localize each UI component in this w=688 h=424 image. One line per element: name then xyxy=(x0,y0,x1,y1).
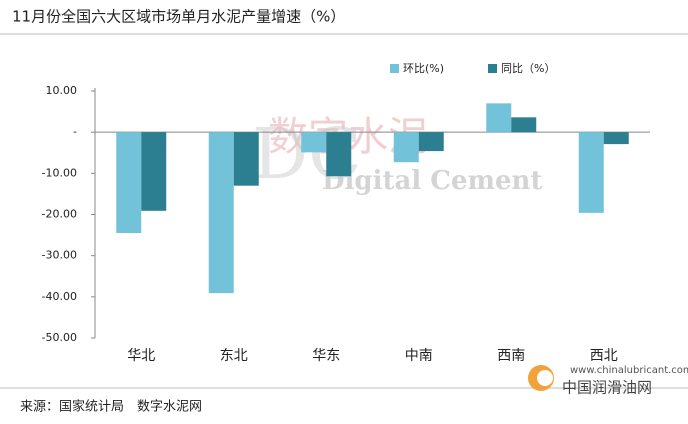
bar xyxy=(603,132,629,145)
x-tick-label: 西南 xyxy=(497,348,525,364)
y-tick-label: 10.00 xyxy=(46,84,78,97)
logo-name: 中国润滑油网 xyxy=(562,379,652,397)
bar xyxy=(141,132,167,211)
source: 来源：国家统计局 数字水泥网 xyxy=(20,399,202,415)
logo-url: www.chinalubricant.com xyxy=(570,365,688,376)
bar xyxy=(233,132,259,186)
x-tick-label: 西北 xyxy=(590,348,618,364)
bar xyxy=(326,132,352,177)
x-tick-label: 东北 xyxy=(220,348,248,364)
watermark-en: Digital Cement xyxy=(322,166,542,196)
y-tick-label: -50.00 xyxy=(42,331,77,344)
legend-swatch xyxy=(390,64,399,73)
x-tick-label: 华东 xyxy=(312,348,340,364)
bar xyxy=(208,132,234,294)
bar xyxy=(116,132,142,234)
bar xyxy=(486,103,512,133)
bar xyxy=(393,132,419,163)
logo-icon xyxy=(537,370,553,386)
legend-label: 环比(%) xyxy=(403,62,444,75)
x-tick-label: 中南 xyxy=(405,348,433,364)
bar xyxy=(511,117,537,133)
bar xyxy=(578,132,604,213)
y-tick-label: -10.00 xyxy=(42,166,77,179)
legend-swatch xyxy=(488,64,497,73)
y-tick-label: - xyxy=(73,125,77,138)
y-tick-label: -30.00 xyxy=(42,249,77,262)
legend-label: 同比（%） xyxy=(501,62,555,75)
chart-title: 11月份全国六大区域市场单月水泥产量增速（%） xyxy=(12,8,345,26)
bar xyxy=(418,132,444,152)
bar xyxy=(301,132,327,153)
y-tick-label: -40.00 xyxy=(42,290,77,303)
y-tick-label: -20.00 xyxy=(42,208,77,221)
x-tick-label: 华北 xyxy=(127,348,155,364)
